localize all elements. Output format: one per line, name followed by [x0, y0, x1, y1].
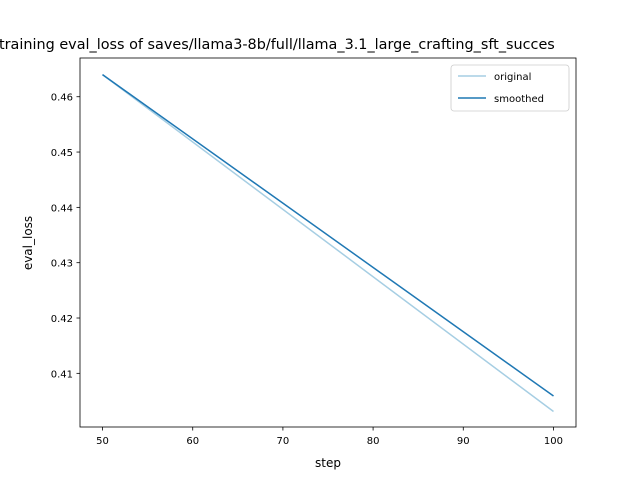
y-axis-label: eval_loss	[21, 216, 35, 270]
axes-frame	[79, 57, 577, 428]
y-tick-label: 0.45	[51, 148, 73, 159]
y-tick-label: 0.46	[51, 93, 73, 104]
x-tick-label: 80	[367, 436, 380, 447]
x-tick-label: 50	[96, 436, 109, 447]
x-tick-label: 90	[457, 436, 470, 447]
y-tick-label: 0.44	[51, 203, 73, 214]
y-tick-label: 0.42	[51, 314, 73, 325]
series-line-smoothed	[102, 73, 554, 397]
chart-title: training eval_loss of saves/llama3-8b/fu…	[0, 37, 555, 53]
legend-label-smoothed: smoothed	[494, 94, 544, 105]
x-tick-label: 70	[277, 436, 290, 447]
legend-label-original: original	[494, 72, 531, 83]
y-tick-label: 0.43	[51, 259, 73, 270]
x-tick-label: 100	[544, 436, 563, 447]
y-tick-label: 0.41	[51, 369, 73, 380]
x-axis-label: step	[315, 456, 341, 470]
series-line-original	[102, 73, 554, 413]
x-tick-label: 60	[186, 436, 199, 447]
plot-area: 50 60 70 80 90 100 0.41 0.42 0.43 0.44 0.45 0.46 ori…	[51, 57, 577, 447]
